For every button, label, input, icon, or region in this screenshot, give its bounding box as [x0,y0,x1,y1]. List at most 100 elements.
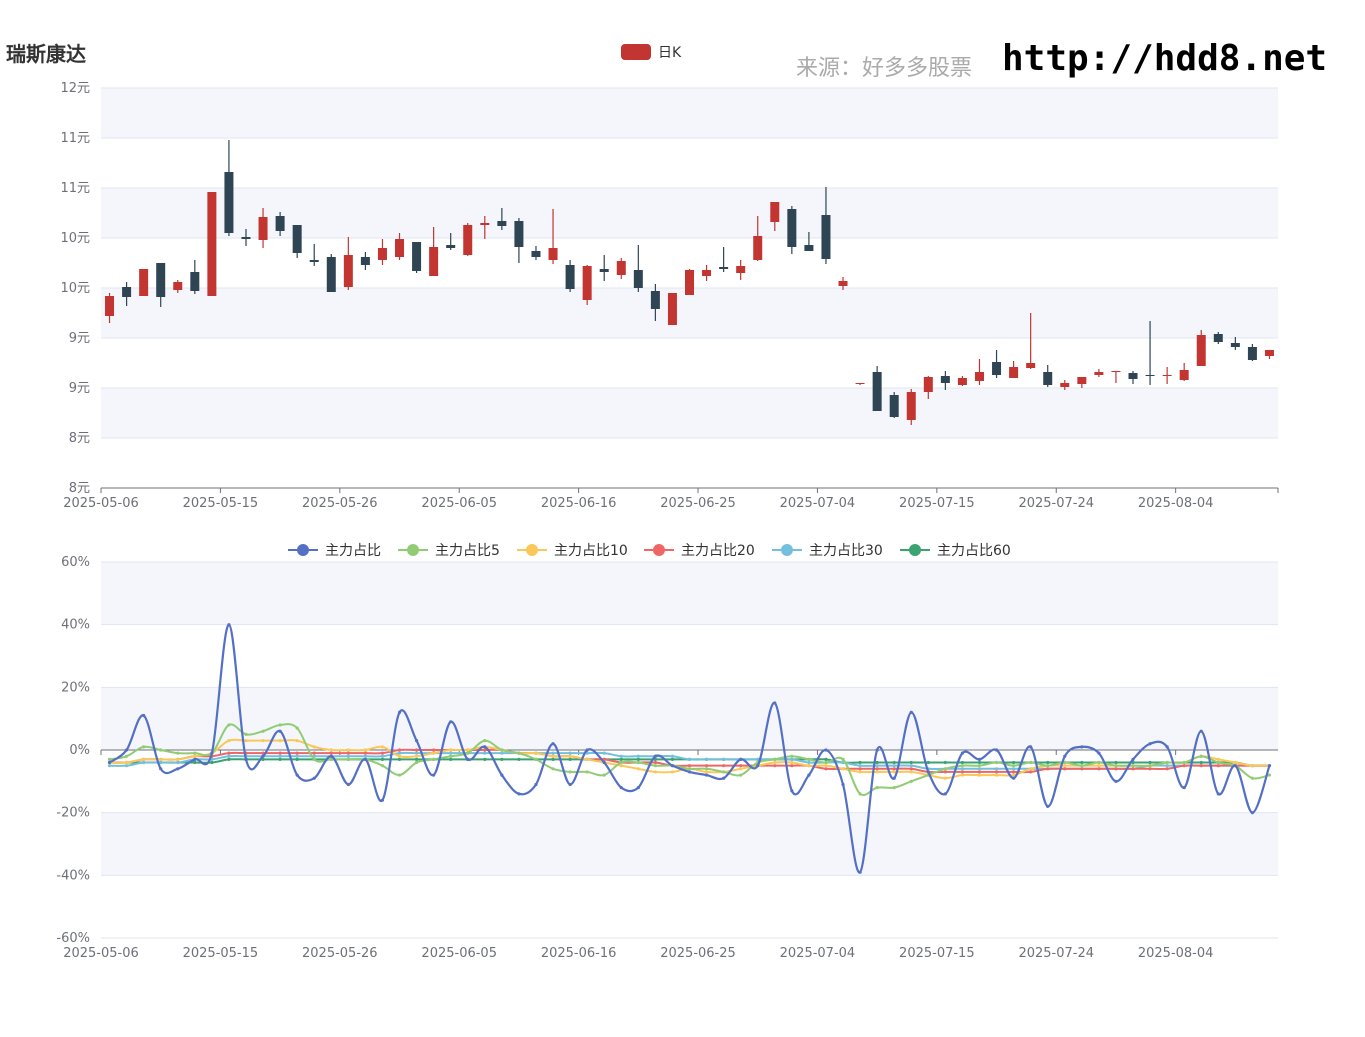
plot-band [101,562,1278,625]
data-point [909,764,913,768]
data-point [312,757,316,761]
data-point [790,754,794,758]
data-point [926,770,930,774]
legend-label: 主力占比20 [681,543,755,559]
data-point [943,760,947,765]
legend-marker [781,544,793,556]
y-tick-label: 9元 [69,381,90,396]
data-point [619,757,623,761]
candle-body [1162,375,1172,376]
candle-body [377,248,387,260]
data-point [619,786,623,790]
data-point [227,751,231,755]
candle-body [889,395,899,417]
data-point [278,751,282,755]
legend-label: 主力占比30 [809,543,883,559]
data-point [312,776,316,780]
plot-band [101,288,1278,338]
candle-body [1247,347,1257,360]
data-point [1046,804,1050,808]
x-tick-label: 2025-05-06 [63,496,139,511]
candle-body [770,202,780,222]
data-point [414,739,419,743]
candle-body [275,216,285,231]
data-point [227,623,231,627]
data-point [1012,773,1016,777]
data-point [449,757,453,761]
data-point [790,760,794,765]
y-tick-label: -60% [56,931,90,946]
data-point [687,767,692,771]
data-point [295,726,299,730]
data-point [107,764,112,768]
data-point [943,770,947,774]
data-point [397,751,402,755]
data-point [1012,767,1016,771]
data-point [107,760,112,765]
data-point [722,770,726,774]
data-point [1182,760,1186,765]
data-point [1063,767,1067,771]
data-point [739,773,743,777]
data-point [909,770,913,774]
data-point [875,770,879,774]
data-point [994,748,999,752]
data-point [1250,764,1255,768]
data-point [892,764,896,768]
data-point [653,764,657,768]
x-tick-label: 2025-08-04 [1138,946,1214,961]
data-point [977,767,982,771]
candle-body [616,261,626,275]
data-point [483,739,487,743]
legend-marker [297,544,309,556]
data-point [875,767,879,771]
data-point [568,782,572,787]
data-point [329,754,333,758]
data-point [1012,760,1016,765]
candle-body [599,269,609,272]
data-point [994,773,999,777]
data-point [1063,754,1067,758]
data-point [1029,745,1033,749]
data-point [329,757,333,761]
data-point [432,757,436,761]
data-point [943,767,947,771]
candle-body [702,270,712,276]
source-label: 来源：好多多股票 [796,56,973,81]
data-point [1097,767,1101,771]
candle-body [753,236,763,260]
data-point [875,748,879,752]
data-point [977,764,982,768]
data-point [1080,760,1084,765]
candle-body [1145,375,1155,376]
site-url[interactable]: http://hdd8.net [1002,38,1328,79]
data-point [1233,760,1237,765]
candle-body [548,248,558,260]
data-point [278,729,282,733]
data-point [449,754,453,758]
data-point [449,751,453,755]
data-point [414,754,419,758]
data-point [397,773,402,777]
data-point [380,751,385,755]
data-point [483,757,487,761]
data-point [568,754,572,758]
candle-body [156,263,166,297]
candle-body [395,239,405,257]
data-point [807,764,811,768]
data-point [466,751,470,755]
data-point [1097,751,1101,755]
candle-body [309,260,319,262]
data-point [193,754,197,758]
data-point [346,782,350,787]
candle-body [872,372,882,411]
candle-body [804,245,814,251]
data-point [670,764,675,768]
data-point [773,764,777,768]
data-point [943,792,947,796]
candle-body [190,272,200,291]
data-point [295,751,299,755]
data-point [756,764,760,768]
data-point [1097,760,1101,765]
data-point [790,764,794,768]
